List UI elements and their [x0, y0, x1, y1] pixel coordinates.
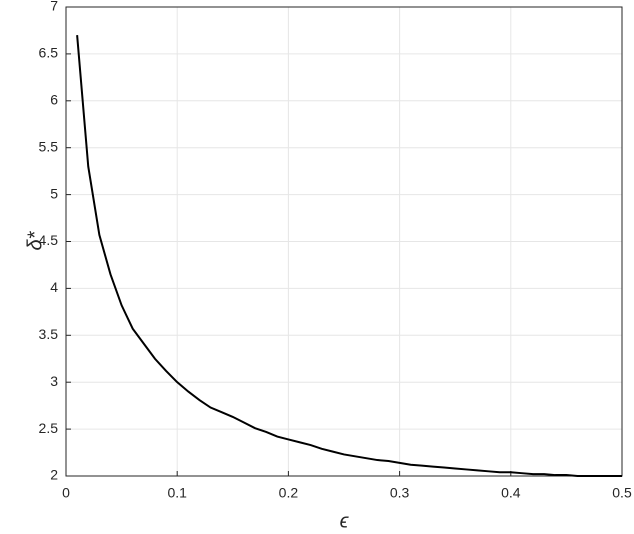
- y-tick-label: 7: [50, 0, 58, 14]
- y-tick-label: 6.5: [39, 45, 59, 61]
- y-tick-label: 3.5: [39, 326, 59, 342]
- y-tick-label: 5.5: [39, 138, 59, 154]
- x-tick-label: 0.3: [390, 485, 410, 501]
- y-tick-label: 4.5: [39, 232, 59, 248]
- y-tick-label: 2.5: [39, 420, 59, 436]
- y-tick-label: 4: [50, 279, 58, 295]
- x-tick-label: 0: [62, 485, 70, 501]
- y-tick-label: 5: [50, 185, 58, 201]
- x-tick-label: 0.4: [501, 485, 521, 501]
- x-tick-label: 0.5: [612, 485, 632, 501]
- axes-box: [65, 6, 623, 477]
- y-axis-label: δ*: [24, 230, 46, 250]
- y-tick-label: 2: [50, 467, 58, 483]
- y-tick-label: 6: [50, 92, 58, 108]
- x-tick-label: 0.2: [279, 485, 299, 501]
- x-tick-label: 0.1: [167, 485, 187, 501]
- data-line: [76, 35, 622, 477]
- x-axis-label: ϵ: [340, 510, 350, 532]
- y-tick-label: 3: [50, 373, 58, 389]
